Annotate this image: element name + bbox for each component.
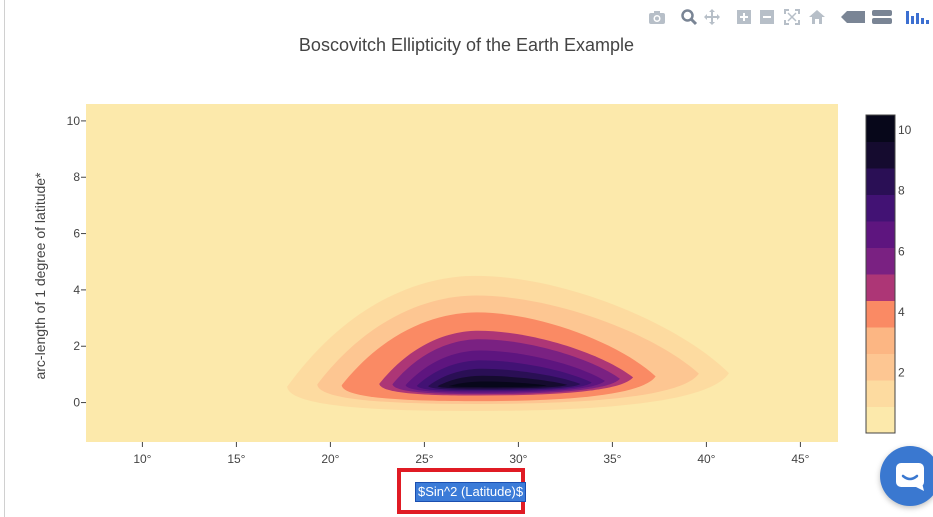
chart-title: Boscovitch Ellipticity of the Earth Exam… <box>298 35 635 55</box>
x-tick-label: 30° <box>509 452 527 466</box>
y-tick-label: 2 <box>73 339 80 353</box>
y-axis-title: arc-length of 1 degree of latitude* <box>32 172 48 380</box>
x-tick-label: 40° <box>697 452 715 466</box>
colorbar-segment <box>866 380 895 407</box>
x-tick-label: 35° <box>603 452 621 466</box>
camera-icon[interactable] <box>648 8 668 28</box>
colorbar-segment <box>866 353 895 381</box>
x-tick-label: 15° <box>227 452 245 466</box>
colorbar-outline <box>865 114 896 434</box>
autoscale-icon[interactable] <box>783 8 803 28</box>
y-tick-label: 4 <box>73 283 80 297</box>
modebar <box>648 8 933 28</box>
chat-icon <box>896 463 924 491</box>
pan-icon[interactable] <box>703 8 723 28</box>
colorbar-segment <box>866 406 895 434</box>
home-icon[interactable] <box>808 8 828 28</box>
zoom-icon[interactable] <box>680 8 700 28</box>
colorbar-segment <box>866 168 895 195</box>
plot-frame <box>4 0 933 517</box>
x-tick-label: 20° <box>321 452 339 466</box>
colorbar-tick-label: 2 <box>898 365 905 379</box>
zoom-in-icon[interactable] <box>735 8 755 28</box>
colorbar-segment <box>866 300 895 328</box>
y-tick-label: 10 <box>67 114 81 128</box>
chat-button[interactable] <box>880 446 933 506</box>
colorbar-segment <box>866 327 895 354</box>
colorbar-segment <box>866 274 895 301</box>
y-tick-label: 6 <box>73 227 80 241</box>
y-tick-label: 8 <box>73 170 80 184</box>
colorbar-segment <box>866 221 895 248</box>
contour-band-10 <box>448 381 547 388</box>
x-tick-label: 25° <box>415 452 433 466</box>
x-axis-title[interactable]: $Sin^2 (Latitude)$ <box>414 482 527 502</box>
colorbar-tick-label: 8 <box>898 184 905 198</box>
hover-closest-icon[interactable] <box>840 8 866 28</box>
x-tick-label: 10° <box>133 452 151 466</box>
colorbar-segment <box>866 194 895 222</box>
zoom-out-icon[interactable] <box>758 8 778 28</box>
colorbar-segment <box>866 141 895 169</box>
colorbar-tick-label: 10 <box>898 123 912 137</box>
y-tick-label: 0 <box>73 396 80 410</box>
x-tick-label: 45° <box>791 452 809 466</box>
colorbar-tick-label: 6 <box>898 244 905 258</box>
plotly-logo-icon[interactable] <box>904 8 930 28</box>
hover-compare-icon[interactable] <box>870 8 894 28</box>
colorbar-segment <box>866 115 895 142</box>
colorbar-tick-label: 4 <box>898 305 905 319</box>
colorbar-segment <box>866 247 895 275</box>
